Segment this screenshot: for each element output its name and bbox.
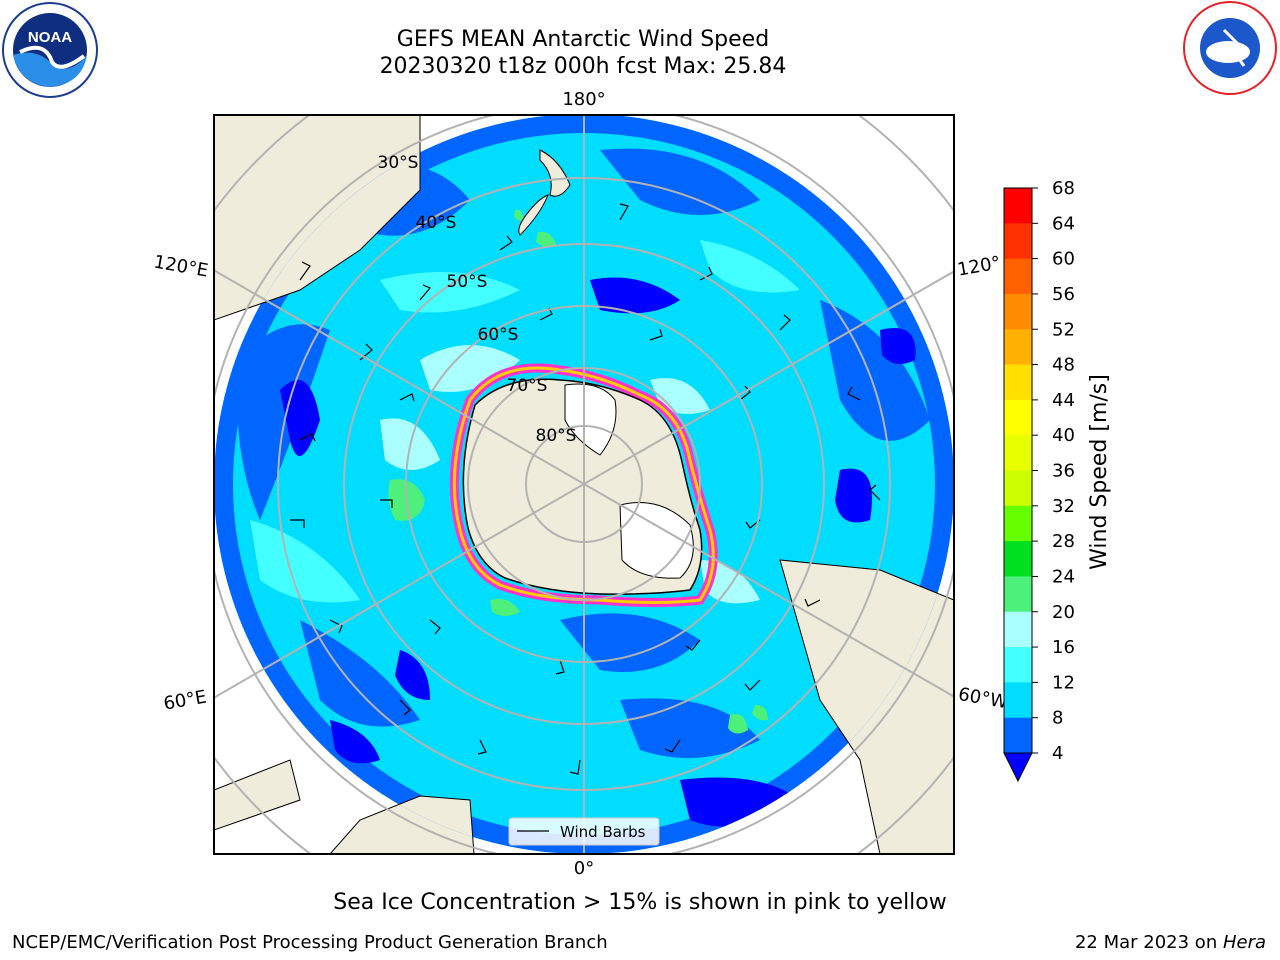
colorbar-tick-label: 52: [1052, 319, 1075, 340]
colorbar-segment: [1004, 576, 1032, 613]
footer-date-text: 22 Mar 2023 on: [1074, 932, 1223, 953]
colorbar-tick-label: 44: [1052, 390, 1075, 411]
lat-label-50s: 50°S: [447, 272, 488, 292]
lat-label-30s: 30°S: [378, 153, 419, 173]
colorbar-tick-label: 56: [1052, 284, 1075, 305]
colorbar-segment: [1004, 258, 1032, 295]
colorbar-segment: [1004, 682, 1032, 719]
colorbar-label: Wind Speed [m/s]: [1087, 374, 1112, 570]
colorbar-tick-label: 32: [1052, 496, 1075, 517]
colorbar-segment: [1004, 329, 1032, 366]
lat-label-80s: 80°S: [536, 426, 577, 446]
lon-label-0: 0°: [574, 858, 594, 879]
chart-title: GEFS MEAN Antarctic Wind Speed: [396, 27, 770, 52]
colorbar-segment: [1004, 647, 1032, 683]
lon-label-60w: 60°W: [957, 684, 1010, 713]
wind-barbs-legend: Wind Barbs: [508, 817, 660, 846]
footer-date: 22 Mar 2023 on Hera: [1075, 932, 1266, 953]
footer-machine: Hera: [1222, 932, 1266, 953]
colorbar-tick-label: 20: [1052, 602, 1075, 623]
noaa-logo: NOAA: [2, 2, 98, 98]
colorbar-tick-label: 24: [1052, 566, 1075, 587]
footer-credit: NCEP/EMC/Verification Post Processing Pr…: [12, 932, 608, 953]
colorbar-tick-label: 12: [1052, 672, 1075, 693]
colorbar-segment: [1004, 611, 1032, 648]
graticule: [214, 115, 954, 854]
colorbar-segment: [1004, 364, 1032, 401]
colorbar-segment: [1004, 470, 1032, 507]
colorbar-segment: [1004, 293, 1032, 330]
lon-label-180: 180°: [562, 89, 605, 110]
colorbar-extend-arrow: [1003, 752, 1033, 783]
colorbar-tick-label: 8: [1052, 708, 1063, 729]
nws-logo: [1183, 1, 1277, 95]
colorbar-tick-label: 4: [1052, 743, 1063, 764]
colorbar-tick-label: 28: [1052, 531, 1075, 552]
colorbar-segment: [1004, 717, 1032, 754]
colorbar-segment: [1004, 188, 1032, 224]
lat-label-40s: 40°S: [416, 213, 457, 233]
lat-label-60s: 60°S: [478, 325, 519, 345]
colorbar-segment: [1004, 399, 1032, 436]
colorbar-segment: [1004, 541, 1032, 577]
lon-label-120w: 120°: [956, 252, 1002, 280]
lat-label-70s: 70°S: [507, 376, 548, 396]
colorbar-tick-label: 64: [1052, 213, 1075, 234]
colorbar-segment: [1004, 505, 1032, 542]
colorbar-tick-label: 36: [1052, 461, 1075, 482]
colorbar-segment: [1004, 435, 1032, 471]
colorbar-tick-label: 68: [1052, 178, 1075, 199]
noaa-logo-text: NOAA: [28, 29, 72, 46]
colorbar-tick-label: 48: [1052, 355, 1075, 376]
chart-subtitle: 20230320 t18z 000h fcst Max: 25.84: [379, 54, 787, 79]
sea-ice-note: Sea Ice Concentration > 15% is shown in …: [333, 890, 947, 915]
colorbar-tick-label: 60: [1052, 249, 1075, 270]
colorbar-tick-label: 16: [1052, 637, 1075, 658]
lon-label-60e: 60°E: [162, 686, 208, 714]
colorbar-segment: [1004, 223, 1032, 260]
legend-label: Wind Barbs: [560, 823, 646, 841]
lon-label-120e: 120°E: [152, 251, 210, 281]
colorbar-tick-label: 40: [1052, 425, 1075, 446]
